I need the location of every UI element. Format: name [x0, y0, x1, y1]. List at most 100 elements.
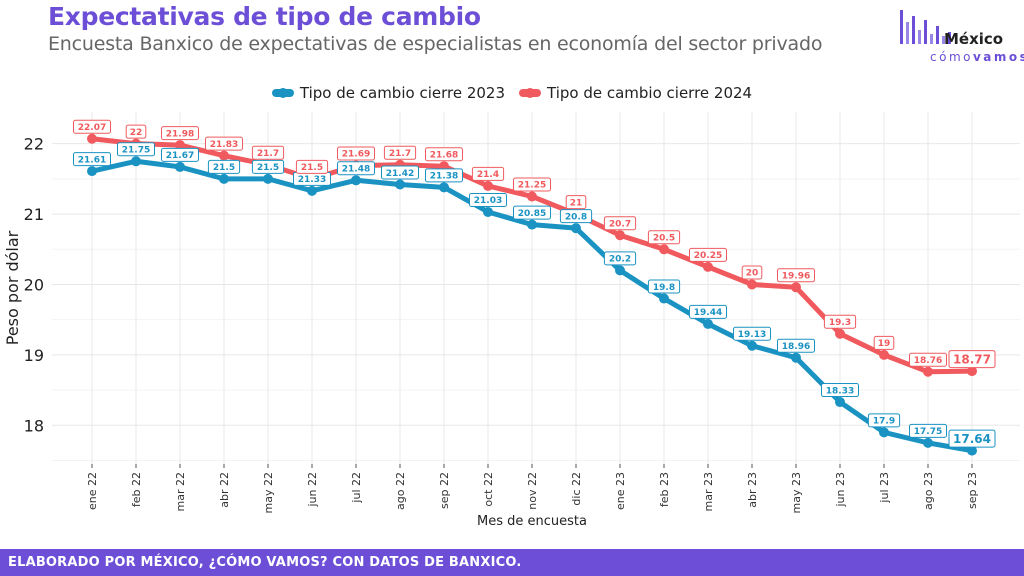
data-label: 21.67	[166, 151, 194, 161]
data-label: 20.85	[518, 209, 546, 219]
data-label: 18.76	[914, 356, 942, 366]
data-label-box	[647, 279, 681, 294]
data-label-box	[73, 119, 111, 134]
data-point	[483, 180, 493, 191]
data-label-box	[777, 268, 815, 283]
data-label: 21.48	[342, 165, 370, 175]
data-label: 21.42	[386, 169, 414, 179]
x-tick-label: ago 23	[922, 472, 935, 510]
data-label-box	[381, 165, 419, 180]
y-tick-label: 22	[24, 135, 44, 154]
x-tick-label: jul 22	[350, 472, 363, 504]
data-label-box	[689, 304, 727, 319]
x-tick-label: jul 23	[878, 472, 891, 504]
data-label-box	[513, 205, 551, 220]
data-point	[659, 244, 669, 255]
y-tick-label: 20	[24, 275, 44, 294]
x-tick-label: nov 22	[526, 472, 539, 510]
data-label: 21.25	[518, 181, 546, 191]
data-label-box	[207, 159, 241, 174]
data-point	[351, 175, 361, 186]
x-tick-label: ene 23	[614, 472, 627, 510]
x-tick-label: ago 22	[394, 472, 407, 510]
x-tick-label: abr 23	[746, 472, 759, 508]
data-label-box	[565, 195, 587, 210]
data-label-box	[821, 383, 859, 398]
data-point	[219, 150, 229, 161]
data-label-box	[337, 146, 375, 161]
x-tick-label: jun 23	[834, 472, 847, 508]
data-label: 21.61	[78, 155, 106, 165]
data-label: 20.2	[609, 255, 631, 265]
y-tick-label: 19	[24, 346, 44, 365]
data-label-box	[603, 216, 637, 231]
data-label-box	[425, 168, 463, 183]
data-label: 18.96	[782, 342, 810, 352]
logo-tag-bold: vamos	[972, 50, 1024, 64]
data-point	[879, 349, 889, 360]
legend-item-2023: Tipo de cambio cierre 2023	[271, 84, 505, 102]
data-label-box	[733, 326, 771, 341]
data-label-box	[741, 265, 763, 280]
data-label-box	[948, 429, 996, 448]
chart-legend: Tipo de cambio cierre 2023 Tipo de cambi…	[0, 84, 1024, 102]
page-title: Expectativas de tipo de cambio	[48, 2, 481, 31]
page-subtitle: Encuesta Banxico de expectativas de espe…	[48, 33, 823, 55]
data-label: 18.77	[953, 352, 991, 366]
logo-tag-light: cómo	[930, 50, 973, 64]
data-label-box	[909, 352, 947, 367]
data-label-box	[73, 152, 111, 167]
data-label-box	[603, 251, 637, 266]
data-label-box	[205, 136, 243, 151]
data-label: 21.98	[166, 129, 194, 139]
x-tick-label: dic 22	[570, 472, 583, 506]
data-point	[175, 161, 185, 172]
data-point	[923, 437, 933, 448]
data-point	[395, 179, 405, 190]
data-point	[527, 191, 537, 202]
data-label: 19.3	[829, 318, 851, 328]
data-label: 19.8	[653, 283, 675, 293]
x-tick-label: feb 23	[658, 472, 671, 507]
x-tick-label: oct 22	[482, 472, 495, 507]
x-tick-label: mar 22	[174, 472, 187, 511]
data-label-box	[295, 159, 329, 174]
legend-item-2024: Tipo de cambio cierre 2024	[519, 84, 752, 102]
data-label: 20.5	[653, 234, 675, 244]
y-tick-label: 18	[24, 416, 44, 435]
logo-bars-icon	[900, 10, 951, 44]
data-label-box	[117, 142, 155, 157]
data-label: 22	[130, 128, 143, 138]
x-tick-label: feb 22	[130, 472, 143, 507]
data-point	[791, 352, 801, 363]
mexico-como-vamos-logo: México cómovamos	[900, 10, 1024, 70]
x-tick-label: may 23	[790, 472, 803, 513]
data-label: 21	[570, 198, 583, 208]
x-tick-label: jun 22	[306, 472, 319, 508]
data-label-box	[251, 159, 285, 174]
data-point	[571, 223, 581, 234]
data-point	[219, 173, 229, 184]
data-label: 20.7	[609, 219, 631, 229]
data-label: 17.75	[914, 427, 942, 437]
data-label: 20.25	[694, 251, 722, 261]
data-point	[923, 366, 933, 377]
data-label: 21.33	[298, 175, 326, 185]
data-label: 21.5	[213, 163, 235, 173]
data-label-box	[909, 423, 947, 438]
data-label: 21.7	[257, 149, 279, 159]
data-label: 19.13	[738, 330, 766, 340]
data-label-box	[823, 314, 857, 329]
data-label-box	[383, 145, 417, 160]
data-label: 21.7	[389, 149, 411, 159]
y-tick-label: 21	[24, 205, 44, 224]
data-point	[175, 140, 185, 151]
data-label: 21.68	[430, 150, 458, 160]
data-label: 19.96	[782, 272, 810, 282]
data-point	[131, 156, 141, 167]
data-point	[527, 219, 537, 230]
data-point	[615, 230, 625, 241]
x-tick-label: may 22	[262, 472, 275, 513]
data-point	[791, 282, 801, 293]
legend-label-2023: Tipo de cambio cierre 2023	[299, 84, 505, 102]
